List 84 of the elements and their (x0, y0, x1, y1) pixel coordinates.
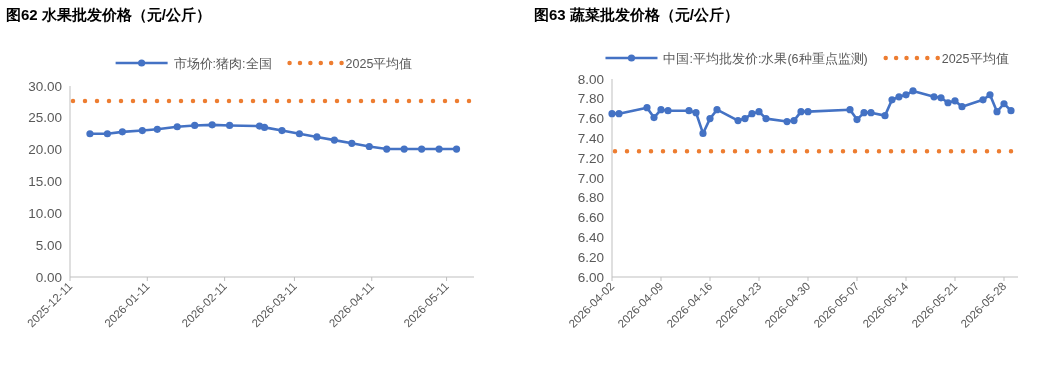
point (278, 126, 286, 135)
point (643, 104, 651, 112)
y-tick-label: 8.00 (577, 71, 604, 87)
point (979, 96, 987, 104)
point (748, 110, 756, 118)
point (797, 108, 805, 116)
y-tick-label: 0.00 (35, 269, 62, 285)
point (191, 121, 199, 130)
point (713, 106, 721, 114)
point (348, 139, 356, 147)
y-tick-label: 7.40 (577, 130, 604, 146)
point (699, 129, 707, 138)
point (435, 145, 443, 153)
point (958, 103, 966, 111)
y-tick-label: 6.60 (577, 210, 604, 226)
y-tick-label: 15.00 (28, 174, 62, 189)
point (118, 128, 126, 136)
point (173, 123, 181, 131)
point (930, 93, 938, 101)
point (1000, 100, 1008, 108)
point (608, 110, 616, 118)
chart-title: 图62 水果批发价格（元/公斤） (6, 6, 212, 23)
point (790, 116, 798, 125)
point (734, 116, 742, 125)
point (153, 125, 161, 133)
y-tick-label: 30.00 (28, 78, 62, 94)
point (138, 126, 146, 135)
legend-label: 中国:平均批发价:水果(6种重点监测) (663, 51, 868, 66)
point (741, 115, 749, 123)
point (400, 145, 408, 153)
point (804, 108, 812, 116)
point (853, 115, 861, 124)
y-tick-label: 7.20 (577, 150, 604, 166)
y-tick-label: 20.00 (28, 142, 62, 158)
point (888, 96, 896, 104)
point (664, 107, 672, 115)
point (937, 94, 945, 102)
y-tick-label: 25.00 (28, 110, 62, 126)
y-tick-label: 7.60 (577, 111, 604, 127)
y-tick-label: 6.80 (577, 190, 604, 206)
legend-label: 2025平均值 (345, 56, 413, 71)
point (755, 108, 763, 116)
point (208, 121, 216, 129)
point (452, 145, 461, 153)
point (986, 91, 994, 99)
point (295, 130, 304, 138)
point (993, 108, 1001, 116)
point (867, 109, 875, 117)
point (895, 93, 903, 101)
point (846, 106, 854, 114)
point (783, 117, 791, 126)
point (383, 145, 391, 153)
point (330, 136, 338, 144)
y-tick-label: 6.00 (577, 269, 604, 285)
y-tick-label: 7.80 (577, 91, 604, 107)
point (260, 123, 269, 131)
point (313, 133, 321, 141)
point (881, 112, 889, 120)
point (944, 99, 952, 107)
point (418, 145, 426, 153)
point (650, 114, 658, 122)
y-tick-label: 7.00 (577, 170, 604, 186)
point (657, 106, 665, 114)
point (615, 110, 623, 118)
point (860, 109, 868, 117)
legend-label: 2025平均值 (941, 51, 1009, 66)
point (365, 142, 373, 151)
chart-title: 图63 蔬菜批发价格（元/公斤） (534, 6, 740, 23)
point (706, 115, 714, 123)
point (951, 97, 959, 105)
y-tick-label: 6.20 (577, 249, 604, 265)
point (902, 91, 910, 99)
y-tick-label: 5.00 (35, 237, 62, 253)
point (909, 87, 917, 95)
point (226, 121, 234, 130)
point (86, 130, 94, 138)
y-tick-label: 10.00 (28, 205, 62, 221)
y-tick-label: 6.40 (577, 229, 604, 245)
point (692, 109, 700, 117)
point (762, 115, 770, 123)
legend-label: 市场价:猪肉:全国 (173, 56, 272, 71)
point (103, 130, 112, 138)
point (685, 107, 693, 115)
point (1007, 107, 1015, 115)
